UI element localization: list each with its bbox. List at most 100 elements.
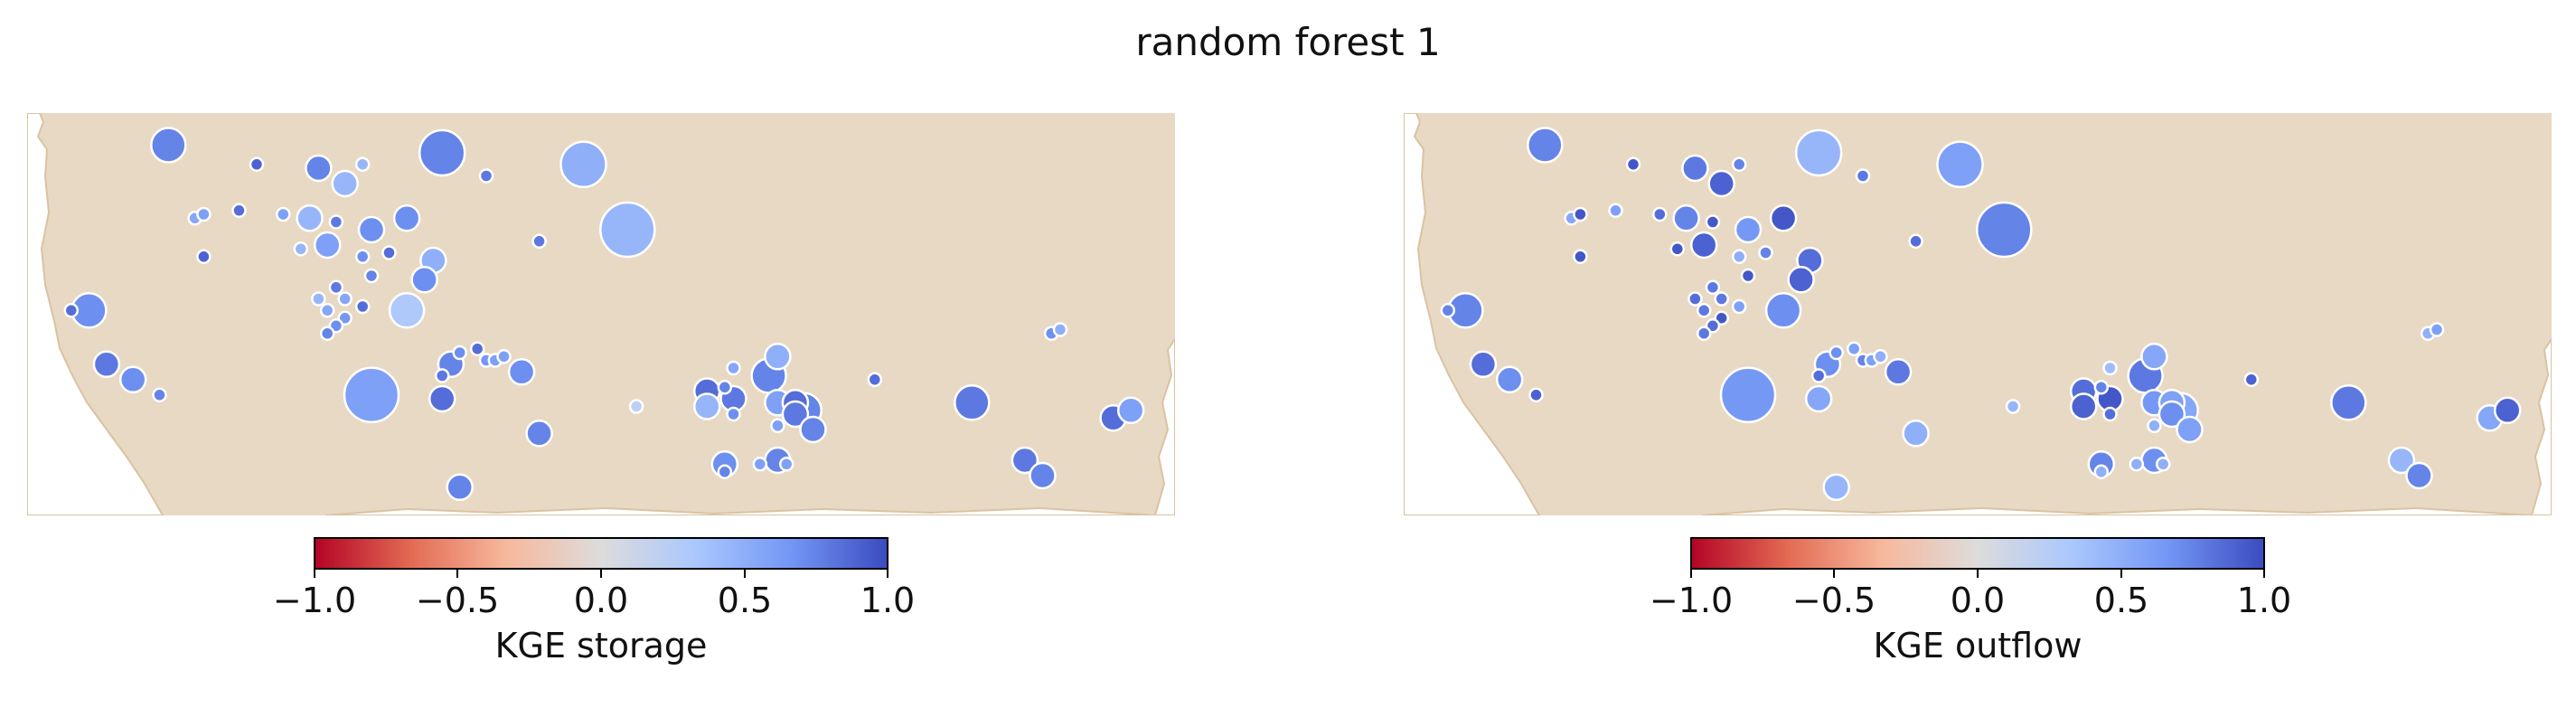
site-marker bbox=[1608, 203, 1623, 219]
site-marker bbox=[770, 418, 785, 434]
colorbar-tick bbox=[744, 570, 746, 578]
colorbar-tick bbox=[1977, 570, 1979, 578]
site-marker bbox=[1734, 215, 1763, 244]
ocean-east bbox=[1153, 337, 1175, 515]
colorbar-storage: −1.0 −0.5 0.0 0.5 1.0 KGE storage bbox=[273, 537, 915, 666]
site-marker bbox=[1822, 473, 1850, 502]
site-marker bbox=[2102, 406, 2118, 422]
site-marker bbox=[1936, 140, 1984, 189]
site-marker bbox=[867, 372, 883, 388]
site-marker bbox=[1528, 387, 1544, 403]
site-marker bbox=[296, 204, 324, 232]
site-marker bbox=[118, 365, 147, 394]
site-marker bbox=[1758, 245, 1773, 260]
site-marker bbox=[1681, 154, 1709, 183]
site-marker bbox=[525, 420, 553, 448]
site-marker bbox=[1707, 169, 1735, 198]
site-marker bbox=[1011, 446, 1039, 475]
site-marker bbox=[1689, 231, 1718, 260]
site-marker bbox=[293, 241, 309, 257]
site-marker bbox=[2155, 457, 2171, 472]
site-marker bbox=[2129, 457, 2145, 472]
site-marker bbox=[2158, 400, 2186, 429]
site-marker bbox=[1440, 303, 1456, 318]
site-marker bbox=[354, 298, 371, 315]
site-marker bbox=[354, 249, 371, 265]
site-marker bbox=[1688, 291, 1703, 307]
site-marker bbox=[1573, 249, 1588, 265]
site-marker bbox=[1705, 214, 1721, 230]
site-marker bbox=[1495, 365, 1524, 394]
site-marker bbox=[152, 387, 167, 403]
site-marker bbox=[1625, 156, 1641, 173]
site-marker bbox=[1672, 204, 1700, 232]
site-marker bbox=[1469, 350, 1498, 379]
site-marker bbox=[1052, 322, 1068, 337]
site-marker bbox=[2243, 372, 2260, 388]
site-marker bbox=[1810, 368, 1827, 383]
colorbar-tick bbox=[600, 570, 602, 578]
figure-title: random forest 1 bbox=[1135, 20, 1441, 64]
site-marker bbox=[2140, 343, 2168, 371]
colorbar-tick-label: 1.0 bbox=[2236, 581, 2292, 620]
site-marker bbox=[428, 384, 456, 413]
site-marker bbox=[92, 350, 121, 379]
site-marker bbox=[196, 249, 212, 265]
site-marker bbox=[1029, 461, 1057, 490]
site-marker bbox=[1976, 201, 2033, 259]
site-marker bbox=[1846, 341, 1862, 357]
site-marker bbox=[363, 268, 380, 284]
colorbar-tick bbox=[887, 570, 888, 578]
site-marker bbox=[446, 473, 474, 502]
site-marker bbox=[1764, 292, 1802, 329]
site-marker bbox=[196, 206, 212, 222]
site-marker bbox=[2147, 418, 2162, 434]
colorbar-tick bbox=[1690, 570, 1692, 578]
site-marker bbox=[2330, 384, 2367, 421]
site-marker bbox=[1696, 303, 1712, 318]
site-marker bbox=[1740, 268, 1756, 284]
site-marker bbox=[63, 303, 80, 318]
site-marker bbox=[1908, 233, 1923, 250]
colorbar-tick bbox=[2120, 570, 2122, 578]
site-marker bbox=[311, 291, 326, 307]
site-marker bbox=[150, 127, 187, 164]
colorbar-outflow: −1.0 −0.5 0.0 0.5 1.0 KGE outflow bbox=[1650, 537, 2291, 666]
site-marker bbox=[954, 384, 991, 421]
site-marker bbox=[249, 156, 265, 173]
site-marker bbox=[1652, 206, 1668, 222]
colorbar-tick-label: 0.0 bbox=[1950, 581, 2006, 620]
site-marker bbox=[1731, 156, 1747, 173]
site-marker bbox=[717, 380, 733, 395]
site-marker bbox=[799, 415, 827, 444]
colorbar-gradient bbox=[314, 537, 888, 570]
site-marker bbox=[778, 457, 794, 472]
site-marker bbox=[388, 292, 426, 329]
site-marker bbox=[599, 201, 656, 259]
site-marker bbox=[357, 215, 386, 244]
site-marker bbox=[2493, 396, 2522, 425]
site-marker bbox=[1769, 204, 1798, 232]
colorbar-tick-label: −0.5 bbox=[415, 581, 500, 620]
site-marker bbox=[559, 140, 607, 189]
site-marker bbox=[434, 368, 450, 383]
site-marker bbox=[692, 392, 721, 420]
site-marker bbox=[507, 358, 536, 386]
site-marker bbox=[1573, 206, 1588, 222]
site-marker bbox=[1731, 298, 1747, 315]
site-marker bbox=[231, 203, 247, 219]
site-marker bbox=[1669, 241, 1686, 257]
colorbar-tick-label: −1.0 bbox=[272, 581, 357, 620]
colorbar-tick-label: −0.5 bbox=[1791, 581, 1876, 620]
site-marker bbox=[478, 168, 494, 184]
site-marker bbox=[337, 291, 353, 307]
map-panel-right bbox=[1404, 113, 2552, 515]
site-marker bbox=[328, 214, 344, 230]
map-right bbox=[1404, 113, 2552, 515]
ocean-west bbox=[1404, 113, 1541, 515]
colorbar-tick-label: 0.5 bbox=[717, 581, 773, 620]
site-marker bbox=[2429, 322, 2445, 337]
site-marker bbox=[726, 360, 741, 376]
site-marker bbox=[717, 464, 733, 480]
site-marker bbox=[1855, 168, 1871, 184]
